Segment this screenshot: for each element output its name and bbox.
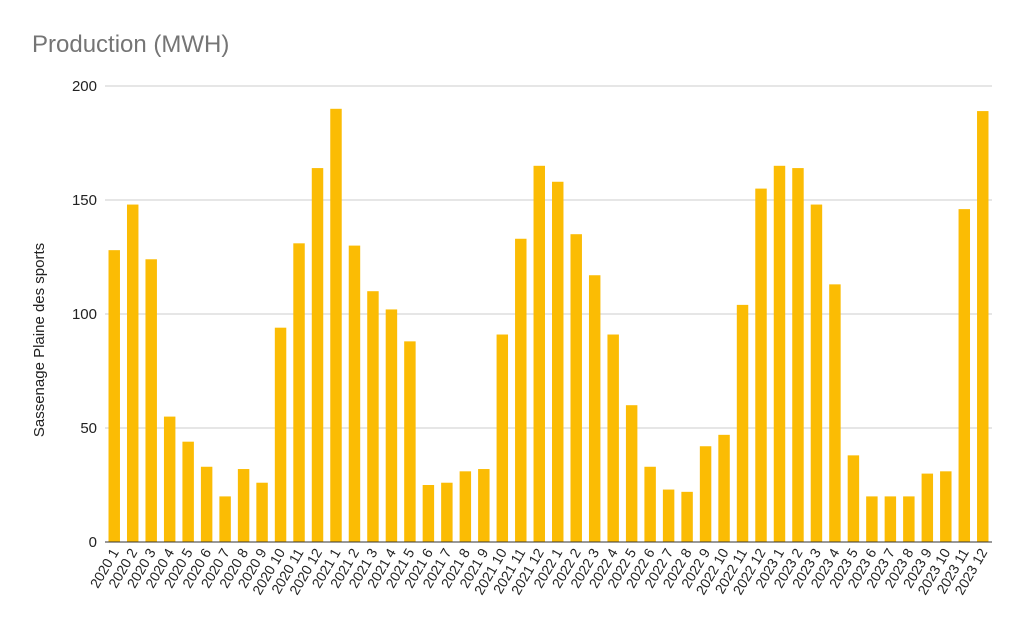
bar — [588, 275, 601, 542]
bar — [773, 165, 786, 543]
bar — [126, 204, 139, 542]
bar — [625, 405, 638, 542]
bar — [422, 485, 435, 542]
bar — [515, 238, 527, 542]
y-tick-label: 50 — [80, 420, 97, 437]
bar — [385, 309, 398, 542]
bar — [552, 181, 564, 542]
y-tick-label: 0 — [89, 534, 97, 551]
bar — [681, 491, 693, 542]
gridlines — [105, 85, 992, 429]
bar — [570, 234, 582, 542]
bar — [810, 204, 823, 542]
bar — [182, 441, 194, 542]
chart-title: Production (MWH) — [32, 31, 229, 58]
bars — [108, 108, 989, 543]
y-tick-label: 150 — [72, 192, 97, 209]
bar — [237, 469, 250, 542]
bar — [866, 496, 878, 542]
bar — [792, 168, 804, 542]
bar — [699, 446, 712, 542]
bar — [163, 416, 176, 542]
bar — [644, 466, 656, 542]
bar — [940, 471, 952, 542]
bar — [256, 482, 268, 542]
bar — [921, 473, 934, 542]
bar — [330, 108, 342, 543]
bar — [662, 489, 675, 542]
bar — [311, 168, 324, 542]
bar — [958, 209, 971, 542]
bar — [478, 469, 490, 542]
bar — [404, 341, 416, 542]
bar — [274, 327, 287, 542]
bar — [496, 334, 509, 542]
y-tick-label: 100 — [72, 306, 97, 323]
bar — [200, 466, 213, 542]
bar — [607, 334, 619, 542]
y-axis-label: Sassenage Plaine des sports — [31, 243, 48, 437]
bar — [219, 496, 231, 542]
y-tick-label: 200 — [72, 78, 97, 95]
bar — [755, 188, 767, 542]
bar — [441, 482, 453, 542]
y-axis-ticks: 0 50 100 150 200 — [72, 78, 97, 551]
bar — [903, 496, 915, 542]
bar — [977, 111, 989, 542]
bar — [884, 496, 897, 542]
bar — [459, 471, 472, 542]
bar — [847, 455, 860, 542]
bar — [348, 245, 361, 542]
bar — [736, 304, 749, 542]
bar — [145, 259, 157, 542]
bar — [533, 165, 545, 543]
bar — [718, 434, 730, 542]
bar — [108, 250, 120, 542]
bar — [367, 291, 379, 542]
bar — [293, 243, 305, 542]
bar — [829, 284, 841, 542]
